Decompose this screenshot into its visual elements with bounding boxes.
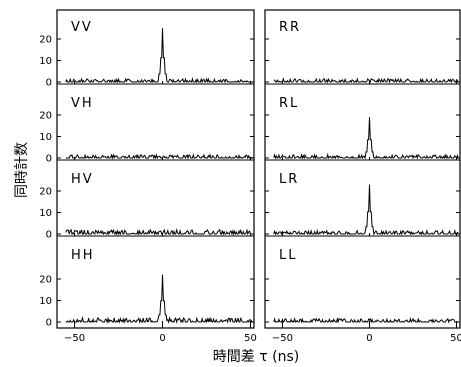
x-tick-label: 50 <box>450 333 461 344</box>
series-line-rr <box>273 77 459 84</box>
y-tick-label: 10 <box>39 56 52 67</box>
y-tick-label: 10 <box>39 296 52 307</box>
y-tick-label: 0 <box>46 154 52 165</box>
series-line-hh <box>65 274 253 324</box>
x-tick-label: 0 <box>366 333 372 344</box>
panel-label-hh: HH <box>71 248 95 263</box>
x-tick-label: −50 <box>64 333 85 344</box>
y-tick-label: 10 <box>39 208 52 219</box>
x-axis-title: 時間差 τ (ns) <box>213 349 299 365</box>
panel-label-lr: LR <box>279 172 299 187</box>
y-tick-label: 20 <box>39 187 52 198</box>
series-line-vv <box>65 28 253 84</box>
series-line-lr <box>273 184 459 236</box>
y-tick-label: 0 <box>46 318 52 329</box>
x-tick-label: 50 <box>244 333 257 344</box>
panel-label-rl: RL <box>279 96 299 111</box>
panel-label-vh: VH <box>71 96 94 111</box>
column-frame-1 <box>264 9 461 329</box>
y-tick-label: 20 <box>39 35 52 46</box>
y-tick-label: 0 <box>46 230 52 241</box>
y-tick-label: 10 <box>39 132 52 143</box>
y-tick-label: 20 <box>39 275 52 286</box>
column-frame-0 <box>56 9 255 329</box>
series-line-hv <box>65 228 253 236</box>
series-line-rl <box>273 117 459 160</box>
x-tick-label: 0 <box>159 333 165 344</box>
y-tick-label: 0 <box>46 78 52 89</box>
panel-label-vv: VV <box>71 20 93 35</box>
series-line-vh <box>65 153 253 160</box>
panel-label-ll: LL <box>279 248 298 263</box>
x-tick-label: −50 <box>272 333 293 344</box>
y-axis-title: 同時計数 <box>14 142 30 198</box>
panel-label-hv: HV <box>71 172 94 187</box>
panel-label-rr: RR <box>279 20 301 35</box>
panels-layer: VV 0 10 20 VH 0 10 20 HV 0 10 20 HH 0 10 20 RR RL LR LL −50 0… <box>39 9 461 344</box>
series-line-ll <box>273 316 459 324</box>
y-tick-label: 20 <box>39 111 52 122</box>
